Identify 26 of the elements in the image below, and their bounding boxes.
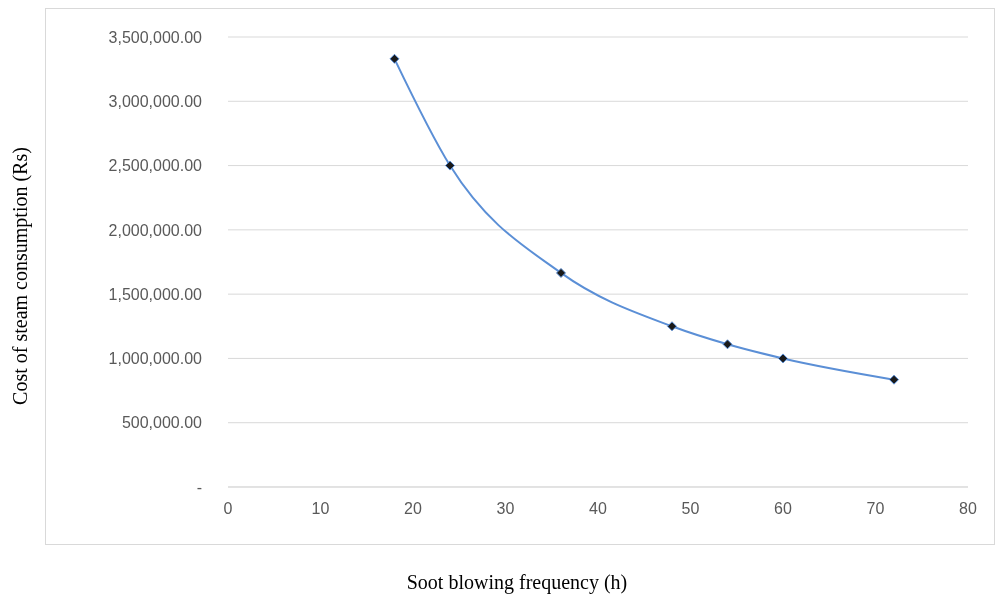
y-tick-label: 500,000.00 [121, 414, 203, 432]
x-tick-label: 80 [959, 500, 977, 518]
x-tick-label: 70 [866, 500, 885, 518]
x-tick-label: 40 [589, 500, 607, 518]
point [556, 267, 566, 278]
y-tick-label: 3,500,000.00 [108, 28, 203, 46]
point [778, 353, 788, 364]
y-tick-label: 1,500,000.00 [108, 285, 203, 303]
x-tick-label: 20 [404, 500, 422, 518]
point [389, 53, 400, 64]
point [722, 339, 733, 350]
y-axis-title: Cost of steam consumption (Rs) [8, 147, 32, 405]
x-axis-title: Soot blowing frequency (h) [405, 571, 629, 594]
y-tick-label: 2,500,000.00 [108, 157, 203, 175]
point [445, 160, 455, 171]
x-tick-label: 10 [311, 500, 330, 518]
y-tick-label: 2,000,000.00 [108, 221, 203, 239]
x-tick-label: 0 [223, 500, 233, 518]
point [889, 374, 899, 385]
x-tick-label: 60 [774, 500, 792, 518]
x-tick-label: 50 [681, 500, 700, 518]
y-tick-label: 3,000,000.00 [108, 92, 203, 110]
point [667, 321, 677, 332]
x-tick-label: 30 [496, 500, 515, 518]
y-tick-label: 1,000,000.00 [108, 350, 203, 368]
y-tick-label: - [196, 478, 202, 496]
